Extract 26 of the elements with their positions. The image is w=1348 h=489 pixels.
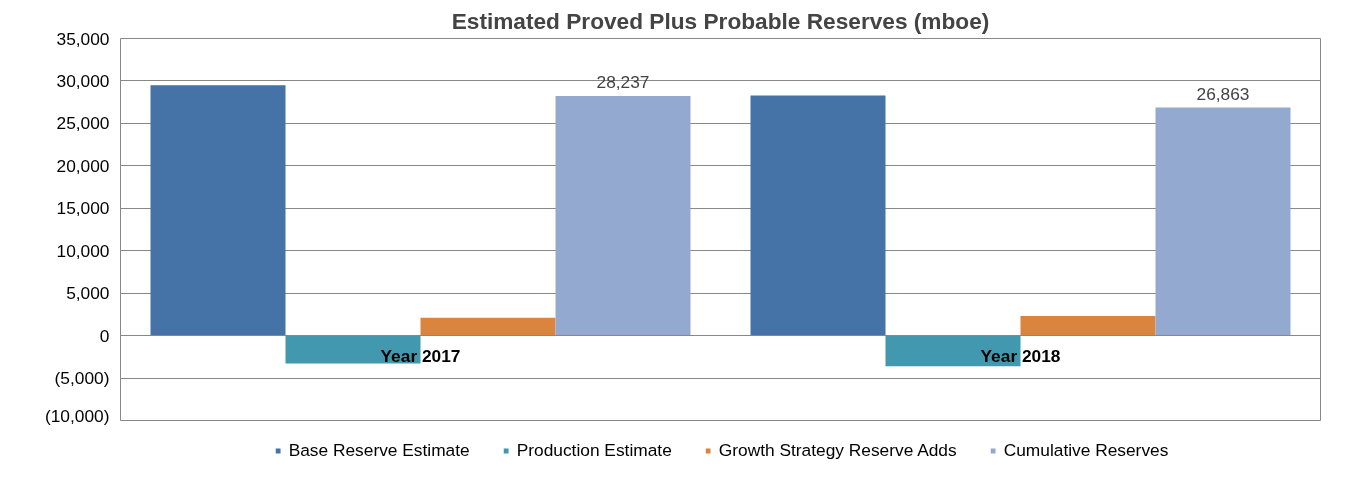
legend-label: Cumulative Reserves — [1003, 439, 1169, 461]
bar — [750, 95, 886, 336]
y-tick-label: 10,000 — [56, 240, 110, 261]
y-tick-label: 5,000 — [66, 283, 110, 304]
y-tick-label: 35,000 — [56, 28, 110, 49]
legend-label: Base Reserve Estimate — [288, 439, 470, 461]
y-tick-label: 0 — [99, 325, 110, 346]
bar — [885, 335, 1021, 367]
bar — [1155, 107, 1291, 336]
x-tick-label: Year 2017 — [380, 345, 461, 366]
legend-label: Growth Strategy Reserve Adds — [718, 439, 957, 461]
legend-label: Production Estimate — [516, 439, 672, 461]
y-tick-label: (10,000) — [44, 405, 110, 426]
y-tick-label: 15,000 — [56, 198, 110, 219]
bar — [420, 317, 556, 336]
y-tick-label: 30,000 — [56, 70, 110, 91]
y-tick-label: 20,000 — [56, 155, 110, 176]
y-tick-label: (5,000) — [54, 368, 110, 389]
chart-title: Estimated Proved Plus Probable Reserves (mboe) — [451, 7, 990, 34]
bar — [150, 85, 286, 336]
x-tick-label: Year 2018 — [980, 345, 1061, 366]
bar — [1020, 316, 1156, 336]
y-tick-label: 25,000 — [56, 113, 110, 134]
bar — [285, 335, 421, 364]
bar — [555, 95, 691, 336]
data-label: 26,863 — [1196, 83, 1250, 104]
